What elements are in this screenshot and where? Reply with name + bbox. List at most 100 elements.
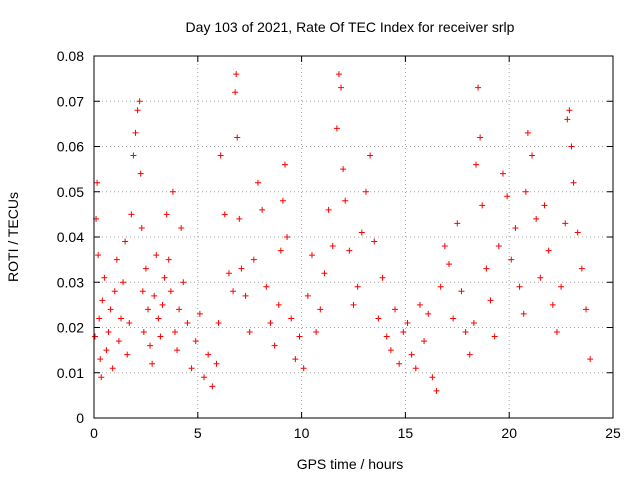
data-point	[421, 338, 428, 345]
data-point	[142, 265, 149, 272]
y-tick-label: 0.08	[57, 48, 84, 64]
data-point	[362, 188, 369, 195]
data-point	[139, 288, 146, 295]
data-point	[522, 188, 529, 195]
data-point	[433, 387, 440, 394]
data-point	[350, 301, 357, 308]
x-tick-label: 10	[294, 425, 310, 441]
data-point	[137, 170, 144, 177]
data-point	[95, 252, 102, 259]
data-point	[379, 274, 386, 281]
data-point	[292, 356, 299, 363]
x-tick-label: 0	[90, 425, 98, 441]
y-axis-label: ROTI / TECUs	[5, 192, 21, 282]
data-point	[340, 166, 347, 173]
data-point	[354, 283, 361, 290]
data-point	[215, 319, 222, 326]
data-point	[167, 288, 174, 295]
data-point	[159, 301, 166, 308]
data-point	[329, 243, 336, 250]
data-point	[574, 229, 581, 236]
axis-ticks	[93, 55, 614, 419]
data-point	[375, 315, 382, 322]
x-tick-label: 20	[501, 425, 517, 441]
data-point	[92, 333, 99, 340]
data-point	[225, 270, 232, 277]
data-point	[275, 301, 282, 308]
data-point	[562, 220, 569, 227]
x-tick-labels: 0 5 10 15 20 25	[90, 425, 621, 441]
data-point	[313, 329, 320, 336]
data-point	[304, 292, 311, 299]
data-point	[429, 374, 436, 381]
data-point	[279, 197, 286, 204]
data-point	[122, 238, 129, 245]
y-tick-label: 0.07	[57, 93, 84, 109]
data-point	[157, 333, 164, 340]
data-point	[495, 243, 502, 250]
data-point	[338, 84, 345, 91]
data-point	[99, 297, 106, 304]
data-point	[178, 224, 185, 231]
data-point	[358, 229, 365, 236]
data-point	[277, 247, 284, 254]
data-point	[504, 193, 511, 200]
data-point	[487, 297, 494, 304]
data-point	[499, 170, 506, 177]
y-tick-labels: 0 0.01 0.02 0.03 0.04 0.05 0.06 0.07 0.08	[57, 48, 84, 426]
data-point	[568, 143, 575, 150]
data-point	[566, 107, 573, 114]
data-point	[404, 319, 411, 326]
x-tick-label: 15	[398, 425, 414, 441]
data-point	[188, 365, 195, 372]
data-point	[151, 292, 158, 299]
data-point	[153, 252, 160, 259]
data-point	[558, 283, 565, 290]
data-point	[174, 347, 181, 354]
data-point	[155, 315, 162, 322]
data-point	[437, 283, 444, 290]
data-point	[325, 206, 332, 213]
data-point	[134, 107, 141, 114]
data-point	[113, 256, 120, 263]
data-point	[267, 319, 274, 326]
data-point	[126, 319, 133, 326]
data-point	[101, 274, 108, 281]
data-point	[470, 319, 477, 326]
data-point	[97, 356, 104, 363]
data-point	[117, 315, 124, 322]
data-point	[317, 306, 324, 313]
data-point	[396, 360, 403, 367]
data-point	[462, 329, 469, 336]
data-point	[408, 351, 415, 358]
data-point	[98, 374, 105, 381]
data-point	[296, 333, 303, 340]
y-tick-label: 0.04	[57, 229, 84, 245]
data-point	[94, 179, 101, 186]
data-point	[176, 306, 183, 313]
data-point	[96, 315, 103, 322]
data-point	[161, 274, 168, 281]
data-point	[516, 283, 523, 290]
data-point	[583, 306, 590, 313]
data-point	[570, 179, 577, 186]
y-tick-label: 0	[76, 410, 84, 426]
y-tick-label: 0.05	[57, 184, 84, 200]
data-point	[400, 329, 407, 336]
data-point	[105, 329, 112, 336]
data-point	[111, 288, 118, 295]
data-point	[450, 315, 457, 322]
data-point	[475, 84, 482, 91]
data-point	[236, 215, 243, 222]
data-point	[445, 261, 452, 268]
data-point	[308, 252, 315, 259]
data-point	[425, 310, 432, 317]
data-point	[553, 329, 560, 336]
data-point	[209, 383, 216, 390]
data-point	[184, 319, 191, 326]
data-point	[300, 365, 307, 372]
data-point	[524, 129, 531, 136]
data-point	[392, 306, 399, 313]
data-point	[533, 215, 540, 222]
